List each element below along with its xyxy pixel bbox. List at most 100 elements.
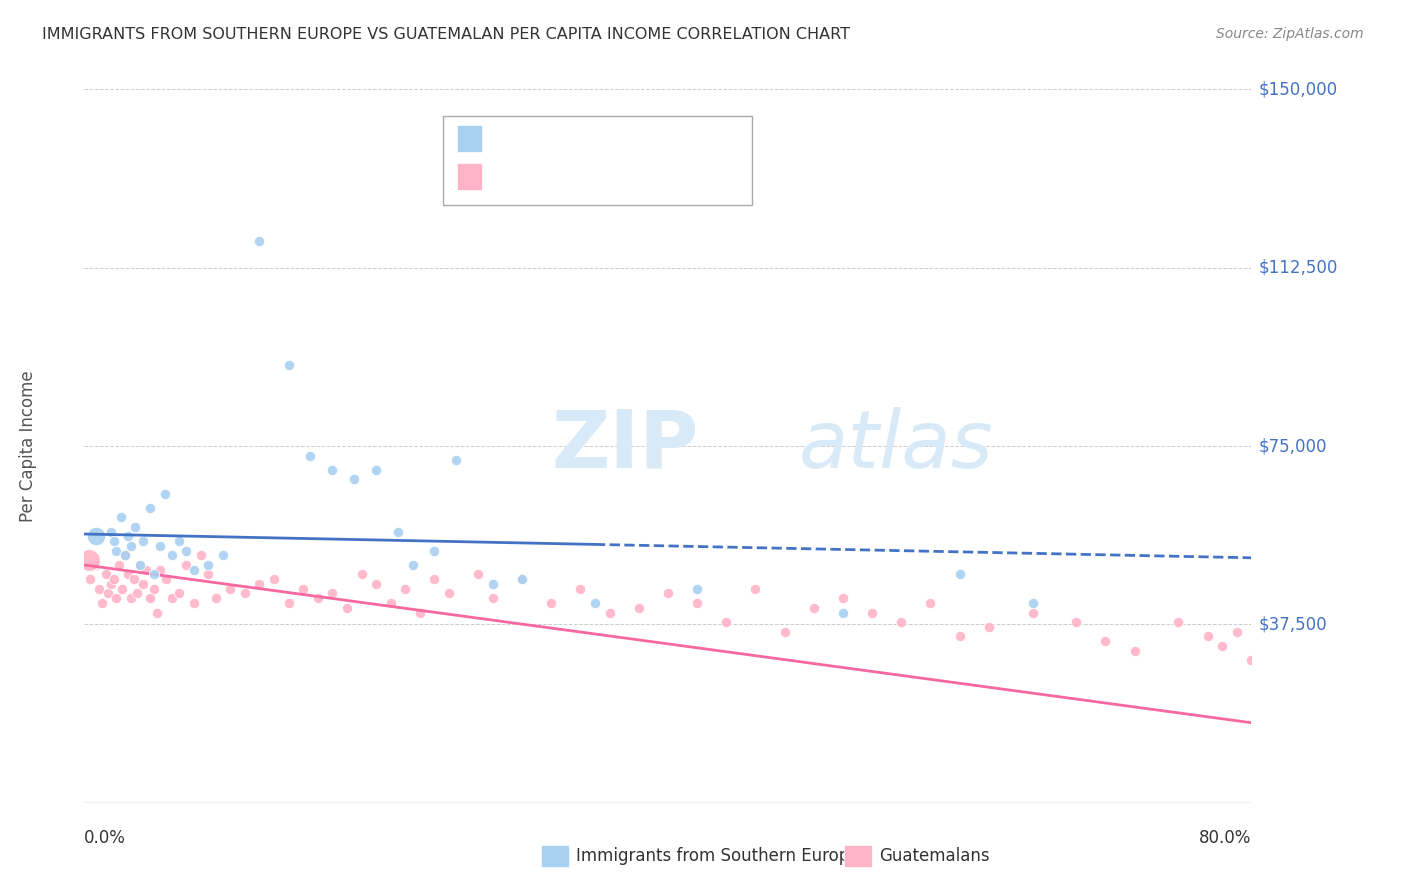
Point	[1254, 677, 1277, 691]
Point	[510, 572, 533, 586]
Text: atlas: atlas	[799, 407, 994, 485]
Text: IMMIGRANTS FROM SOUTHERN EUROPE VS GUATEMALAN PER CAPITA INCOME CORRELATION CHAR: IMMIGRANTS FROM SOUTHERN EUROPE VS GUATE…	[42, 27, 851, 42]
Point	[437, 586, 460, 600]
Point	[183, 596, 205, 610]
Point	[387, 524, 409, 539]
Text: Immigrants from Southern Europe: Immigrants from Southern Europe	[576, 847, 860, 865]
Point	[948, 629, 970, 643]
Point	[183, 563, 205, 577]
Point	[128, 558, 150, 572]
Point	[105, 591, 128, 606]
Point	[176, 543, 198, 558]
Point	[832, 591, 855, 606]
Point	[860, 606, 883, 620]
Point	[467, 567, 489, 582]
Point	[321, 463, 343, 477]
Text: $150,000: $150,000	[1258, 80, 1337, 98]
Point	[890, 615, 912, 629]
Point	[920, 596, 942, 610]
Point	[149, 563, 172, 577]
Point	[100, 524, 122, 539]
Point	[627, 600, 650, 615]
Point	[122, 572, 145, 586]
Point	[977, 620, 1000, 634]
Point	[380, 596, 402, 610]
Point	[832, 606, 855, 620]
Point	[84, 529, 107, 543]
Text: $112,500: $112,500	[1258, 259, 1337, 277]
Point	[160, 591, 183, 606]
Point	[139, 591, 162, 606]
Point	[350, 567, 373, 582]
Point	[744, 582, 766, 596]
Point	[336, 600, 359, 615]
Point	[167, 534, 190, 549]
Point	[90, 596, 112, 610]
Point	[714, 615, 737, 629]
Point	[277, 596, 299, 610]
Point	[423, 572, 446, 586]
Point	[153, 486, 176, 500]
Text: -0.560: -0.560	[527, 168, 586, 186]
Point	[114, 549, 136, 563]
Point	[366, 463, 388, 477]
Point	[1021, 596, 1043, 610]
Point	[321, 586, 343, 600]
Point	[103, 572, 125, 586]
Point	[366, 577, 388, 591]
Point	[79, 572, 101, 586]
Point	[97, 586, 120, 600]
Point	[96, 567, 118, 582]
Text: N =: N =	[598, 168, 634, 186]
Point	[204, 591, 226, 606]
Point	[139, 500, 162, 515]
Text: 80.0%: 80.0%	[1199, 830, 1251, 847]
Point	[233, 586, 256, 600]
Point	[87, 582, 110, 596]
Point	[1226, 624, 1249, 639]
Point	[1270, 663, 1292, 677]
Point	[686, 582, 709, 596]
Point	[124, 520, 146, 534]
Point	[1066, 615, 1088, 629]
Point	[176, 558, 198, 572]
Point	[128, 558, 150, 572]
Text: Per Capita Income: Per Capita Income	[20, 370, 37, 522]
Point	[120, 591, 142, 606]
Point	[167, 586, 190, 600]
Point	[135, 563, 157, 577]
Point	[423, 543, 446, 558]
Point	[686, 596, 709, 610]
Point	[1123, 643, 1146, 657]
Point	[125, 586, 148, 600]
Point	[277, 358, 299, 372]
Point	[343, 472, 366, 486]
Point	[143, 582, 166, 596]
Point	[401, 558, 423, 572]
Point	[394, 582, 416, 596]
Point	[149, 539, 172, 553]
Point	[263, 572, 285, 586]
Point	[105, 543, 128, 558]
Text: -0.060: -0.060	[527, 129, 586, 147]
Text: $75,000: $75,000	[1258, 437, 1327, 455]
Point	[160, 549, 183, 563]
Point	[146, 606, 169, 620]
Point	[155, 572, 177, 586]
Text: 0.0%: 0.0%	[84, 830, 127, 847]
Point	[83, 558, 105, 572]
Point	[299, 449, 322, 463]
Point	[212, 549, 235, 563]
Point	[307, 591, 329, 606]
Point	[247, 577, 270, 591]
Point	[110, 510, 132, 524]
Point	[108, 558, 131, 572]
Point	[948, 567, 970, 582]
Point	[540, 596, 562, 610]
Point	[481, 577, 505, 591]
Text: Source: ZipAtlas.com: Source: ZipAtlas.com	[1216, 27, 1364, 41]
Point	[120, 539, 142, 553]
Point	[114, 549, 136, 563]
Point	[132, 534, 155, 549]
Point	[219, 582, 242, 596]
